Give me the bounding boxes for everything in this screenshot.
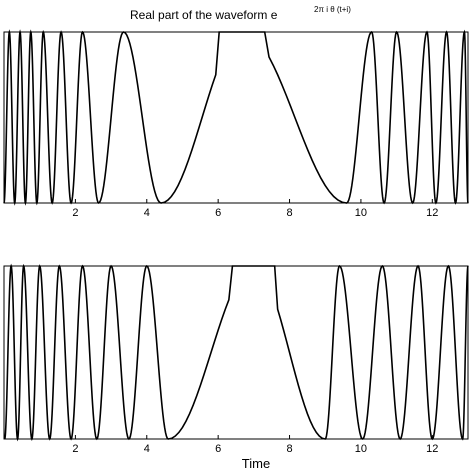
top-x-tick-label: 6	[215, 207, 221, 219]
bottom-x-tick-label: 12	[426, 443, 438, 455]
x-axis-label: Time	[242, 456, 270, 471]
top-x-tick-label: 2	[72, 207, 78, 219]
bottom-x-tick-label: 8	[286, 443, 292, 455]
top-x-ticks: 2 4 6 8 10 12	[72, 199, 438, 219]
top-x-tick-label: 10	[355, 207, 367, 219]
top-x-tick-label: 8	[286, 207, 292, 219]
top-waveform-line	[3, 29, 469, 206]
bottom-x-tick-label: 6	[215, 443, 221, 455]
bottom-x-tick-label: 10	[355, 443, 367, 455]
top-x-tick-label: 12	[426, 207, 438, 219]
chart-title: Real part of the waveform e	[130, 8, 278, 22]
bottom-x-tick-label: 4	[144, 443, 150, 455]
chart-title-superscript: 2π i θ (t+i)	[314, 5, 351, 14]
bottom-waveform-line	[3, 263, 469, 442]
bottom-panel: 2 4 6 8 10 12	[3, 263, 469, 455]
bottom-x-tick-label: 2	[72, 443, 78, 455]
top-panel: 2 4 6 8 10 12	[3, 29, 469, 219]
top-x-tick-label: 4	[144, 207, 150, 219]
bottom-x-ticks: 2 4 6 8 10 12	[72, 435, 438, 455]
